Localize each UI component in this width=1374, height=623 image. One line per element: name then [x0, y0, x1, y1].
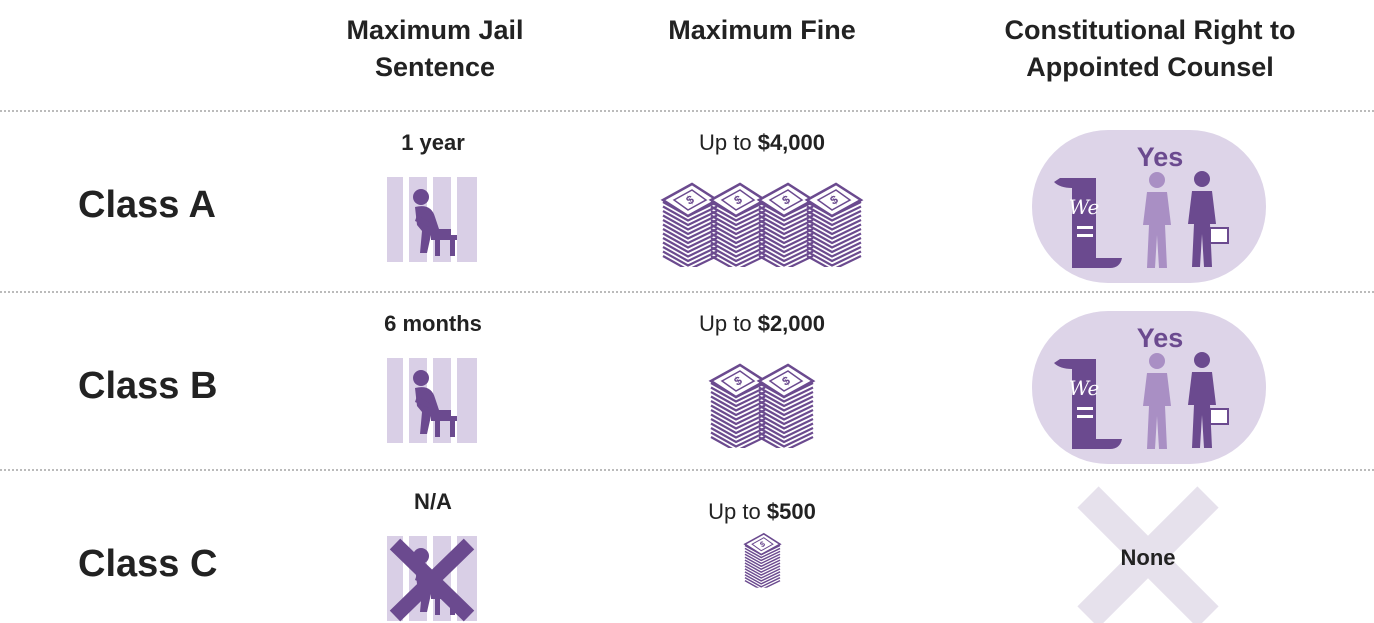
jail-icon [387, 177, 477, 262]
row-label: Class A [78, 184, 216, 226]
jail-icon [387, 536, 477, 622]
money-stack [743, 532, 781, 588]
svg-text:We: We [1069, 376, 1100, 400]
fine-prefix: Up to [708, 499, 761, 524]
counsel-bubble: We [1032, 130, 1266, 283]
column-header: Constitutional Right to Appointed Counse… [1004, 15, 1296, 82]
counsel-answer: Yes [1136, 323, 1184, 353]
row-label: Class B [78, 365, 218, 407]
jail-sentence: 6 months [384, 311, 482, 336]
fine-value: $4,000 [757, 130, 826, 155]
fine-prefix: Up to [698, 311, 752, 336]
none-cross [1077, 486, 1219, 623]
counsel-answer: Yes [1136, 142, 1184, 172]
column-header: Maximum Fine [668, 15, 856, 45]
column-header: Maximum Jail Sentence [346, 15, 524, 82]
jail-sentence: N/A [414, 489, 452, 514]
money-stack [661, 182, 863, 267]
fine-amount: Up to $500 [708, 499, 816, 525]
row-label: Class C [78, 543, 218, 585]
fine-amount: Up to $4,000 [699, 130, 825, 156]
fine-value: $500 [766, 499, 816, 524]
fine-amount: Up to $2,000 [699, 311, 825, 337]
counsel-answer: None [1120, 545, 1176, 570]
jail-icon [387, 358, 477, 443]
money-stack [709, 363, 815, 448]
divider [0, 110, 1374, 112]
divider [0, 469, 1374, 471]
counsel-bubble: We [1032, 311, 1266, 464]
jail-sentence: 1 year [401, 130, 465, 155]
svg-text:We: We [1069, 195, 1100, 219]
fine-value: $2,000 [757, 311, 826, 336]
fine-prefix: Up to [698, 130, 752, 155]
divider [0, 291, 1374, 293]
